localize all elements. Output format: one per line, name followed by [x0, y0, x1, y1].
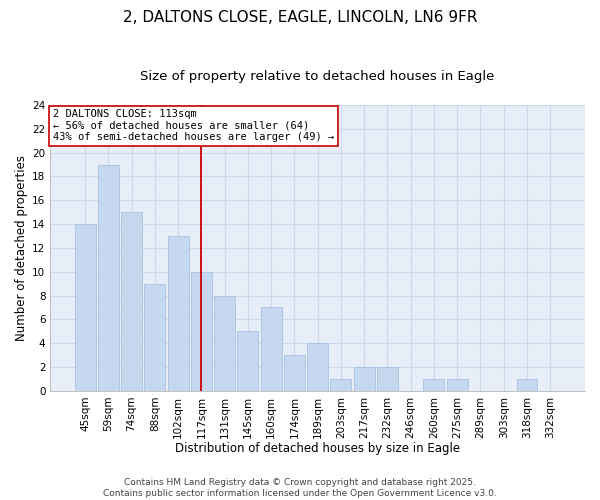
- Bar: [331, 379, 352, 391]
- Title: Size of property relative to detached houses in Eagle: Size of property relative to detached ho…: [140, 70, 495, 83]
- Bar: [284, 355, 305, 391]
- Text: Contains HM Land Registry data © Crown copyright and database right 2025.
Contai: Contains HM Land Registry data © Crown c…: [103, 478, 497, 498]
- Bar: [260, 308, 281, 391]
- Bar: [214, 296, 235, 391]
- Bar: [74, 224, 95, 391]
- Bar: [191, 272, 212, 391]
- Bar: [145, 284, 165, 391]
- Bar: [98, 164, 119, 391]
- Bar: [517, 379, 538, 391]
- X-axis label: Distribution of detached houses by size in Eagle: Distribution of detached houses by size …: [175, 442, 460, 455]
- Bar: [238, 332, 259, 391]
- Bar: [307, 343, 328, 391]
- Bar: [167, 236, 188, 391]
- Text: 2 DALTONS CLOSE: 113sqm
← 56% of detached houses are smaller (64)
43% of semi-de: 2 DALTONS CLOSE: 113sqm ← 56% of detache…: [53, 110, 334, 142]
- Bar: [121, 212, 142, 391]
- Bar: [377, 367, 398, 391]
- Y-axis label: Number of detached properties: Number of detached properties: [15, 155, 28, 341]
- Text: 2, DALTONS CLOSE, EAGLE, LINCOLN, LN6 9FR: 2, DALTONS CLOSE, EAGLE, LINCOLN, LN6 9F…: [123, 10, 477, 25]
- Bar: [353, 367, 374, 391]
- Bar: [447, 379, 467, 391]
- Bar: [424, 379, 445, 391]
